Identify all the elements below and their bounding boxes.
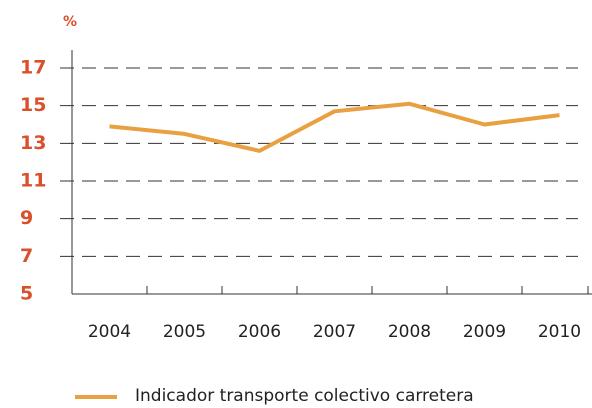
y-unit: % <box>63 14 77 30</box>
x-tick-label: 2010 <box>538 322 581 342</box>
x-tick-label: 2004 <box>88 322 131 342</box>
y-tick-label: 11 <box>20 170 46 192</box>
x-tick-label: 2006 <box>238 322 281 342</box>
y-tick-label: 7 <box>20 245 33 267</box>
legend-label: Indicador transporte colectivo carretera <box>135 386 474 406</box>
y-tick-label: 13 <box>20 132 46 154</box>
y-tick-label: 5 <box>20 283 33 305</box>
x-tick-label: 2008 <box>388 322 431 342</box>
y-tick-label: 15 <box>20 94 46 116</box>
y-tick-label: 9 <box>20 207 33 229</box>
line <box>109 101 560 153</box>
y-tick-label: 17 <box>20 57 46 79</box>
x-tick-label: 2009 <box>463 322 506 342</box>
x-tick-label: 2005 <box>163 322 206 342</box>
x-tick-label: 2007 <box>313 322 356 342</box>
